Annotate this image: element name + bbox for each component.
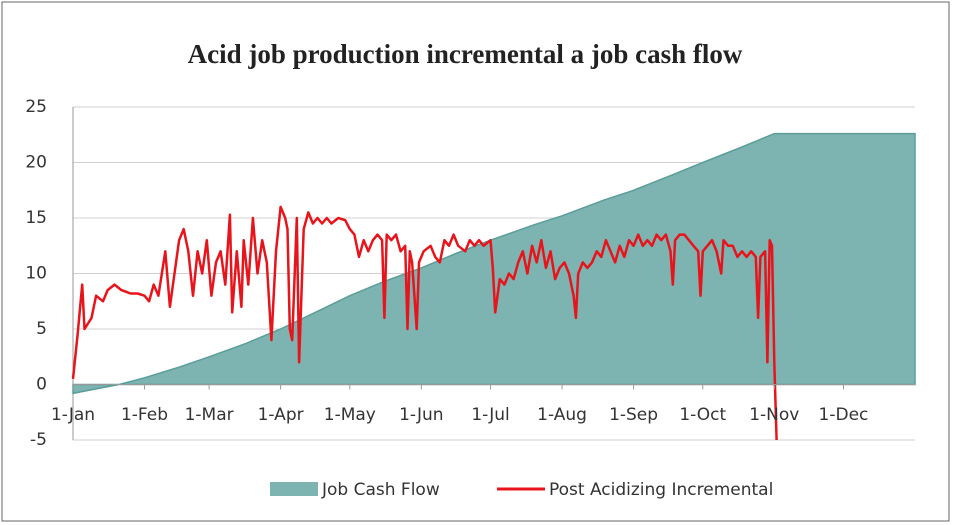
y-tick-label: 0 <box>36 375 47 395</box>
legend-label: Job Cash Flow <box>321 480 440 500</box>
legend: Job Cash Flow Post Acidizing Incremental <box>270 480 773 500</box>
x-tick-label: 1-Mar <box>185 405 234 425</box>
y-tick-label: 15 <box>25 208 47 228</box>
x-tick-label: 1-Apr <box>258 405 304 425</box>
area <box>72 132 916 395</box>
line <box>71 205 778 441</box>
x-tick-label: 1-Jun <box>399 405 443 425</box>
x-tick-label: 1-Aug <box>537 405 587 425</box>
y-tick-label: 5 <box>36 319 47 339</box>
x-tick-label: 1-Jan <box>51 405 95 425</box>
x-tick-label: 1-Dec <box>819 405 869 425</box>
chart-title: Acid job production incremental a job ca… <box>188 39 743 69</box>
x-tick-label: 1-Jul <box>471 405 509 425</box>
y-tick-label: 10 <box>25 264 47 284</box>
y-tick-label: 25 <box>25 97 47 117</box>
plot-area: -5 0 5 10 15 20 25 1-Jan 1-Feb 1-Mar 1-Apr 1-May 1-J… <box>25 97 916 450</box>
x-tick-label: 1-Oct <box>679 405 726 425</box>
x-tick-label: 1-May <box>324 405 376 425</box>
legend-swatch <box>270 482 318 496</box>
y-tick-label: -5 <box>30 430 47 450</box>
x-tick-label: 1-Feb <box>121 405 168 425</box>
legend-label: Post Acidizing Incremental <box>549 480 773 500</box>
x-tick-label: 1-Sep <box>609 405 658 425</box>
x-tick-label: 1-Nov <box>749 405 799 425</box>
y-tick-label: 20 <box>25 153 47 173</box>
